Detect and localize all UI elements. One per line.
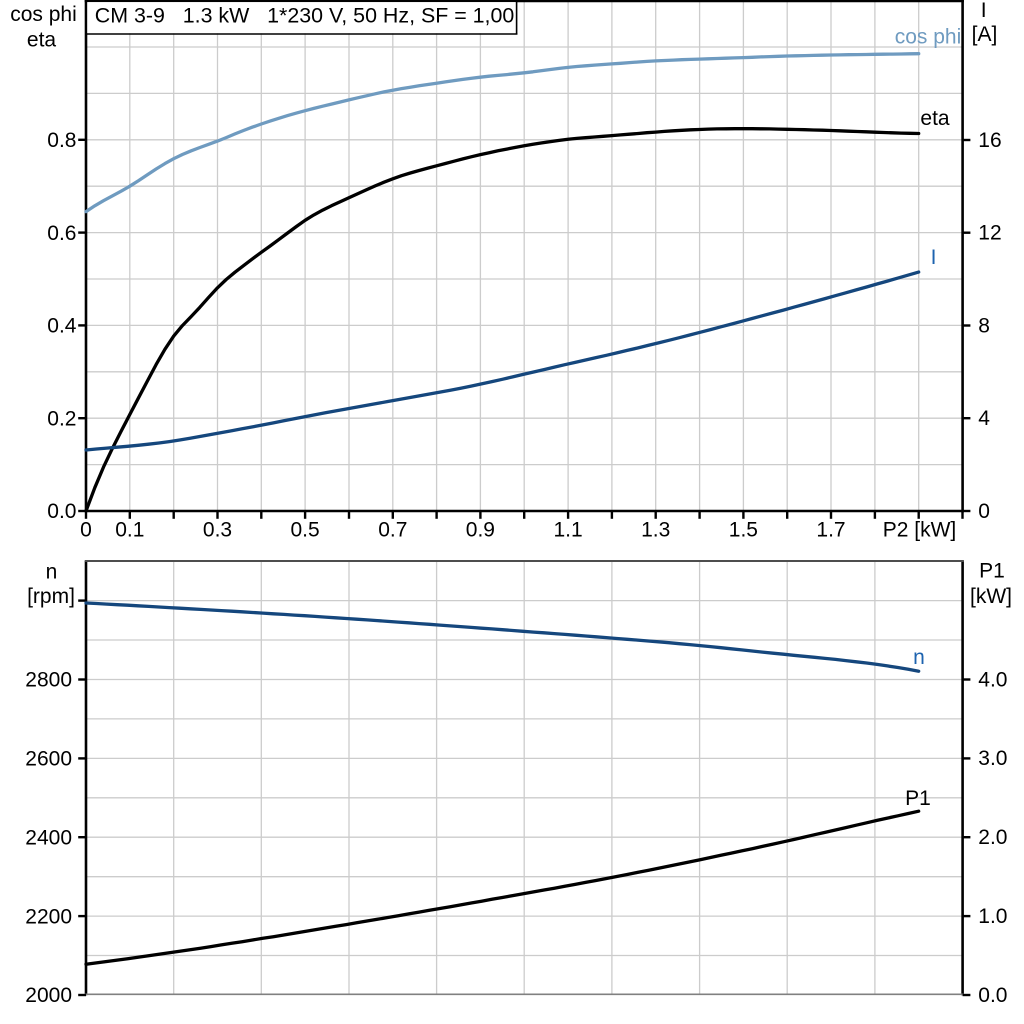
svg-text:[rpm]: [rpm] bbox=[27, 585, 75, 608]
svg-text:1.1: 1.1 bbox=[553, 519, 582, 542]
svg-text:2400: 2400 bbox=[25, 826, 72, 849]
svg-text:P1: P1 bbox=[979, 559, 1005, 582]
svg-text:n: n bbox=[46, 561, 58, 584]
svg-text:[kW]: [kW] bbox=[970, 585, 1012, 608]
svg-text:2800: 2800 bbox=[25, 669, 72, 692]
svg-text:1.7: 1.7 bbox=[816, 519, 845, 542]
svg-text:n: n bbox=[913, 646, 925, 669]
svg-text:2.0: 2.0 bbox=[978, 826, 1007, 849]
svg-text:2000: 2000 bbox=[25, 984, 72, 1007]
svg-text:0.0: 0.0 bbox=[978, 984, 1007, 1007]
svg-text:2600: 2600 bbox=[25, 748, 72, 771]
svg-text:8: 8 bbox=[978, 314, 990, 337]
svg-text:0.0: 0.0 bbox=[47, 500, 76, 523]
svg-text:0.4: 0.4 bbox=[47, 315, 77, 338]
svg-text:eta: eta bbox=[27, 29, 57, 52]
svg-text:P1: P1 bbox=[905, 787, 931, 810]
svg-text:4: 4 bbox=[978, 407, 990, 430]
svg-text:cos phi: cos phi bbox=[10, 3, 77, 26]
svg-text:0.9: 0.9 bbox=[466, 519, 495, 542]
svg-text:4.0: 4.0 bbox=[978, 668, 1007, 691]
svg-text:cos phi: cos phi bbox=[895, 26, 962, 49]
svg-text:1.3: 1.3 bbox=[641, 519, 670, 542]
svg-text:I: I bbox=[931, 246, 937, 269]
svg-text:2200: 2200 bbox=[25, 905, 72, 928]
svg-text:0.5: 0.5 bbox=[290, 519, 319, 542]
svg-text:0.1: 0.1 bbox=[115, 519, 144, 542]
svg-text:eta: eta bbox=[920, 107, 950, 130]
svg-text:0.2: 0.2 bbox=[47, 407, 76, 430]
svg-text:[A]: [A] bbox=[972, 23, 998, 46]
svg-text:0.3: 0.3 bbox=[203, 519, 232, 542]
svg-text:0.7: 0.7 bbox=[378, 519, 407, 542]
svg-text:12: 12 bbox=[978, 222, 1001, 245]
svg-text:16: 16 bbox=[978, 129, 1001, 152]
svg-text:0.8: 0.8 bbox=[47, 129, 76, 152]
svg-text:P2 [kW]: P2 [kW] bbox=[883, 519, 957, 542]
svg-text:3.0: 3.0 bbox=[978, 747, 1007, 770]
svg-text:0: 0 bbox=[978, 500, 990, 523]
svg-text:I: I bbox=[981, 0, 987, 22]
svg-text:0.6: 0.6 bbox=[47, 222, 76, 245]
svg-text:0: 0 bbox=[80, 519, 92, 542]
svg-text:CM 3-9 1.3 kW 1*230 V, 50: CM 3-9 1.3 kW 1*230 V, 50 Hz, SF = 1,00 bbox=[95, 4, 515, 28]
svg-text:1.5: 1.5 bbox=[729, 519, 758, 542]
svg-text:1.0: 1.0 bbox=[978, 905, 1007, 928]
